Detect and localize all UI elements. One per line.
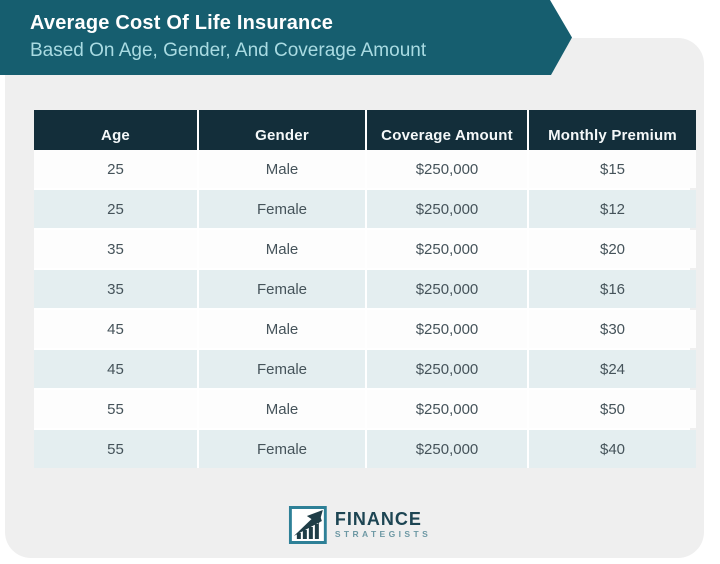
table-cell: $250,000 (367, 390, 527, 428)
table-cell: $12 (529, 190, 696, 228)
page-subtitle: Based On Age, Gender, And Coverage Amoun… (30, 40, 427, 61)
table-cell: 45 (34, 350, 197, 388)
table-cell: Female (199, 190, 365, 228)
table-cell: $250,000 (367, 190, 527, 228)
table-cell: $250,000 (367, 430, 527, 468)
table-cell: $50 (529, 390, 696, 428)
table-cell: $250,000 (367, 150, 527, 188)
table-cell: Female (199, 270, 365, 308)
table-cell: $40 (529, 430, 696, 468)
table-cell: 55 (34, 390, 197, 428)
table-cell: $24 (529, 350, 696, 388)
table-cell: 35 (34, 270, 197, 308)
table-cell: 25 (34, 150, 197, 188)
brand-name-primary: FINANCE (334, 509, 422, 529)
table-cell: $250,000 (367, 310, 527, 348)
table-cell: $250,000 (367, 270, 527, 308)
table-cell: $250,000 (367, 230, 527, 268)
brand-name-secondary: STRATEGISTS (334, 529, 432, 539)
table-cell: $20 (529, 230, 696, 268)
finance-strategists-logo: FINANCE STRATEGISTS (288, 506, 431, 544)
table-cell: 45 (34, 310, 197, 348)
table-cell: $16 (529, 270, 696, 308)
table-cell: $30 (529, 310, 696, 348)
table-cell: 25 (34, 190, 197, 228)
page-title: Average Cost Of Life Insurance (30, 12, 334, 34)
table-cell: Male (199, 230, 365, 268)
table-cell: Male (199, 390, 365, 428)
table-cell: 55 (34, 430, 197, 468)
title-banner: Average Cost Of Life Insurance Based On … (0, 0, 572, 75)
table-cell: $250,000 (367, 350, 527, 388)
table-cell: Male (199, 310, 365, 348)
bar-chart-arrow-icon (288, 506, 327, 544)
table-cell: 35 (34, 230, 197, 268)
table-cell: Female (199, 430, 365, 468)
table-cell: Female (199, 350, 365, 388)
table-cell: $15 (529, 150, 696, 188)
premium-table: Age Gender Coverage Amount Monthly Premi… (34, 110, 696, 468)
logo-wordmark: FINANCE STRATEGISTS (335, 510, 431, 540)
table-cell: Male (199, 150, 365, 188)
